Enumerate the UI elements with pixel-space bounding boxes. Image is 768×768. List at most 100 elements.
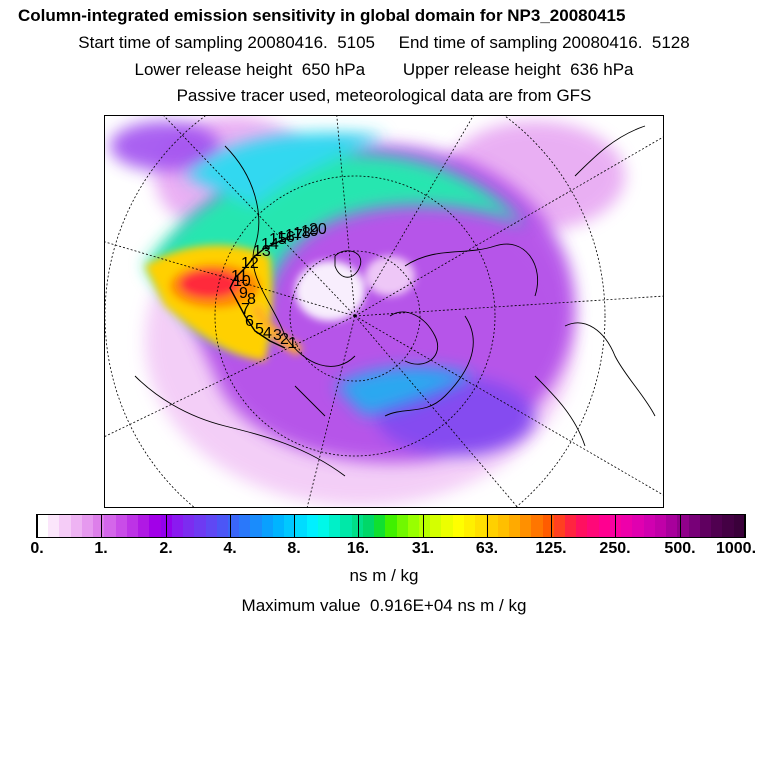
tracer-info: Passive tracer used, meteorological data… <box>176 86 592 105</box>
colorbar-tick-label: 0. <box>30 540 44 557</box>
trajectory-label: 18 <box>293 225 311 242</box>
colorbar-tick <box>230 514 231 538</box>
colorbar-segment <box>430 515 442 537</box>
colorbar-segment <box>340 515 352 537</box>
trajectory-label: 12 <box>241 255 259 272</box>
colorbar-segment <box>587 515 599 537</box>
colorbar-segment <box>475 515 487 537</box>
colorbar-tick-label: 500. <box>664 540 696 557</box>
colorbar-tick <box>551 514 552 538</box>
colorbar-tick <box>166 514 167 538</box>
colorbar-tick <box>294 514 295 538</box>
colorbar-tick-label: 1000. <box>715 540 757 557</box>
trajectory-label: 13 <box>253 243 271 260</box>
colorbar-tick <box>615 514 616 538</box>
colorbar-tick-label: 8. <box>287 540 301 557</box>
maximum-value: Maximum value 0.916E+04 ns m / kg <box>241 596 527 615</box>
colorbar-segment <box>272 515 285 537</box>
colorbar-segment <box>205 515 217 537</box>
trajectory-label: 5 <box>255 321 264 338</box>
colorbar-segment <box>486 515 498 537</box>
colorbar-segment <box>565 515 577 537</box>
colorbar-tick-label: 63. <box>475 540 499 557</box>
colorbar-segment <box>317 515 330 537</box>
trajectory-label: 8 <box>247 291 256 308</box>
trajectory-label: 15 <box>269 231 287 248</box>
colorbar-unit: ns m / kg <box>349 566 419 585</box>
colorbar-segment <box>250 515 262 537</box>
colorbar-segment <box>227 515 240 537</box>
trajectory-label: 7 <box>241 301 250 318</box>
colorbar-segment <box>239 515 251 537</box>
colorbar-tick-label: 31. <box>411 540 435 557</box>
colorbar-tick <box>680 514 681 538</box>
colorbar-segment <box>452 515 464 537</box>
sampling-times: Start time of sampling 20080416. 5105 En… <box>78 33 690 52</box>
colorbar-tick <box>37 514 38 538</box>
trajectory-label: 9 <box>239 285 248 302</box>
colorbar-segment <box>138 515 150 537</box>
trajectory-label: 20 <box>309 221 327 238</box>
trajectory-label: 6 <box>245 313 254 330</box>
colorbar-segment <box>70 515 82 537</box>
colorbar <box>36 514 746 538</box>
colorbar-segment <box>654 515 667 537</box>
colorbar-segment <box>688 515 700 537</box>
trajectory-track <box>229 233 296 349</box>
trajectory-label: 11 <box>231 268 248 285</box>
colorbar-segment <box>48 515 60 537</box>
colorbar-segment <box>621 515 633 537</box>
colorbar-tick <box>487 514 488 538</box>
trajectory-label: 16 <box>277 229 295 246</box>
colorbar-tick-label: 125. <box>535 540 567 557</box>
graticule <box>105 116 663 507</box>
colorbar-segment <box>374 515 386 537</box>
colorbar-segment <box>396 515 408 537</box>
colorbar-tick-label: 4. <box>223 540 237 557</box>
colorbar-segment <box>553 515 566 537</box>
map-title: Column-integrated emission sensitivity i… <box>18 6 626 25</box>
colorbar-segment <box>407 515 419 537</box>
colorbar-segment <box>542 515 554 537</box>
colorbar-tick-label: 250. <box>599 540 631 557</box>
colorbar-segment <box>149 515 161 537</box>
colorbar-segment <box>115 515 127 537</box>
colorbar-tick <box>101 514 102 538</box>
colorbar-segment <box>632 515 644 537</box>
colorbar-segment <box>531 515 543 537</box>
colorbar-segment <box>329 515 341 537</box>
colorbar-segment <box>351 515 363 537</box>
colorbar-tick-label: 1. <box>94 540 108 557</box>
colorbar-segment <box>711 515 723 537</box>
trajectory-label: 14 <box>261 236 279 253</box>
colorbar-segment <box>216 515 228 537</box>
release-heights: Lower release height 650 hPa Upper relea… <box>134 60 634 79</box>
colorbar-segment <box>37 515 49 537</box>
trajectory-label: 4 <box>263 325 272 342</box>
trajectory-label: 1 <box>288 335 297 352</box>
coastlines <box>134 125 656 477</box>
colorbar-tick <box>423 514 424 538</box>
peak-sensitivity-core <box>145 245 303 361</box>
colorbar-segment <box>295 515 307 537</box>
colorbar-segment <box>643 515 655 537</box>
arctic-low-area <box>295 256 415 321</box>
colorbar-tick-label: 16. <box>346 540 370 557</box>
colorbar-segment <box>418 515 431 537</box>
colorbar-segment <box>677 515 689 537</box>
colorbar-segment <box>171 515 184 537</box>
colorbar-segment <box>733 515 745 537</box>
colorbar-segment <box>497 515 509 537</box>
colorbar-segment <box>699 515 712 537</box>
colorbar-tick <box>744 514 745 538</box>
colorbar-segment <box>59 515 71 537</box>
colorbar-segment <box>722 515 734 537</box>
sensitivity-map: 1 2 3 4 5 6 7 8 9 10 11 12 13 14 15 16 17 18 19 20 <box>104 115 664 508</box>
colorbar-segment <box>126 515 139 537</box>
colorbar-segment <box>385 515 397 537</box>
colorbar-tick <box>358 514 359 538</box>
colorbar-segment <box>104 515 116 537</box>
trajectory-label: 3 <box>273 327 282 344</box>
